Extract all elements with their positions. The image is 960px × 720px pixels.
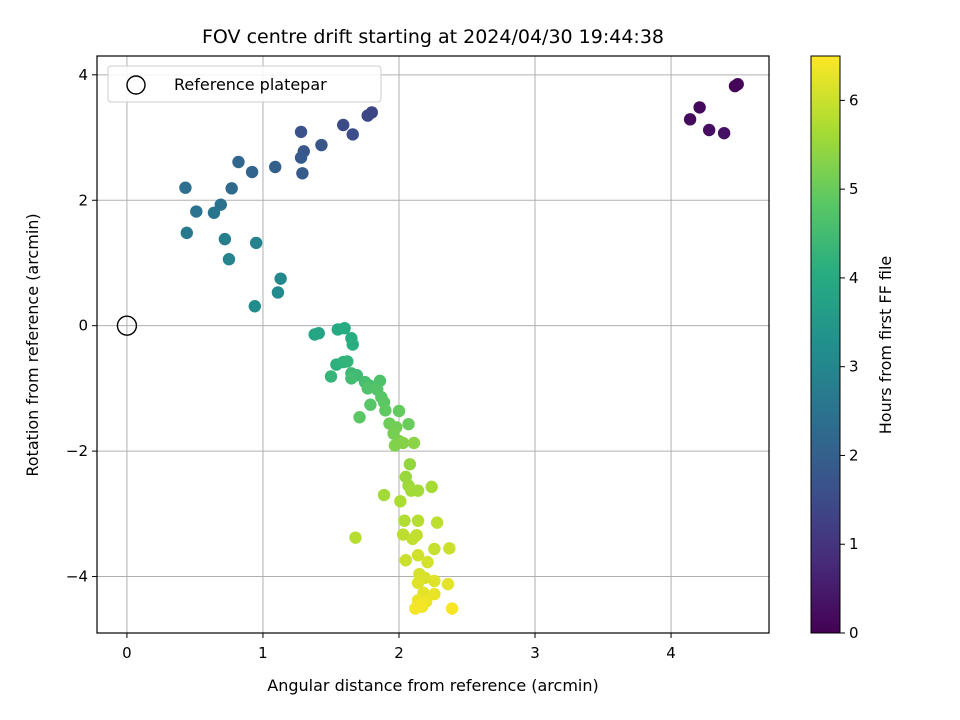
- colorbar-tick-label: 0: [849, 624, 859, 642]
- data-point: [445, 602, 459, 615]
- data-point: [428, 587, 441, 601]
- data-point: [443, 542, 456, 555]
- data-point: [411, 549, 425, 562]
- data-point: [403, 458, 417, 471]
- x-tick-label: 3: [530, 644, 540, 662]
- data-point: [441, 577, 455, 591]
- colorbar-label: Hours from first FF file: [876, 256, 895, 435]
- data-point: [411, 484, 425, 497]
- data-point: [428, 542, 441, 556]
- data-point: [428, 574, 441, 588]
- data-point: [394, 495, 407, 508]
- data-point: [249, 236, 263, 250]
- data-point: [269, 160, 282, 174]
- data-point: [338, 321, 351, 335]
- legend: Reference platepar: [107, 65, 382, 103]
- data-point: [207, 206, 221, 219]
- data-point: [364, 398, 377, 411]
- data-point: [248, 300, 261, 313]
- data-point: [717, 126, 731, 140]
- y-tick-label: 0: [78, 317, 88, 335]
- colorbar: [810, 55, 841, 634]
- colorbar-tick-label: 3: [849, 358, 859, 376]
- data-point: [346, 128, 359, 141]
- data-point: [377, 488, 391, 502]
- data-point: [414, 598, 427, 611]
- data-point: [425, 480, 438, 494]
- data-point: [349, 531, 362, 544]
- x-tick-label: 1: [258, 644, 268, 662]
- x-tick-label: 2: [394, 644, 404, 662]
- y-axis-label: Rotation from reference (arcmin): [23, 213, 42, 476]
- data-point: [702, 123, 716, 137]
- data-point: [430, 516, 444, 529]
- colorbar-ticks: 0 1 2 3 4 5 6: [840, 91, 859, 642]
- data-point: [245, 165, 259, 179]
- data-point: [294, 125, 308, 139]
- x-axis-label: Angular distance from reference (arcmin): [267, 676, 598, 695]
- data-point: [402, 417, 415, 431]
- data-point: [190, 205, 203, 218]
- data-point: [308, 328, 321, 341]
- chart-title: FOV centre drift starting at 2024/04/30 …: [202, 26, 664, 48]
- y-tick-label: 4: [78, 66, 88, 84]
- colorbar-tick-label: 1: [849, 535, 859, 553]
- x-tick-label: 0: [122, 644, 132, 662]
- data-point: [274, 272, 287, 285]
- data-point: [294, 151, 308, 164]
- data-point: [379, 404, 392, 417]
- data-point: [315, 138, 328, 152]
- data-point: [346, 338, 359, 351]
- data-point: [411, 514, 425, 527]
- legend-box: [107, 65, 382, 103]
- data-point: [271, 286, 285, 299]
- data-point: [396, 436, 410, 450]
- y-tick-label: −2: [66, 442, 88, 460]
- x-tick-label: 4: [666, 644, 676, 662]
- data-point: [683, 113, 697, 126]
- legend-label-reference: Reference platepar: [174, 75, 327, 94]
- legend-marker-reference: [126, 75, 146, 95]
- data-point: [345, 372, 358, 385]
- colorbar-tick-label: 2: [849, 446, 859, 464]
- data-point: [411, 576, 425, 590]
- data-point: [296, 167, 309, 180]
- data-point: [218, 232, 232, 246]
- data-point: [222, 253, 236, 266]
- data-point: [398, 514, 411, 527]
- y-tick-label: 2: [78, 191, 88, 209]
- data-point: [324, 370, 338, 383]
- data-point: [731, 78, 744, 91]
- data-point: [353, 411, 366, 424]
- data-point: [693, 101, 706, 114]
- data-point: [214, 198, 227, 211]
- data-point: [337, 118, 350, 132]
- data-point: [361, 382, 374, 395]
- reference-marker-layer: [116, 315, 138, 336]
- x-axis-ticks: 0 1 2 3 4: [122, 633, 676, 662]
- data-point: [406, 532, 419, 546]
- data-point: [361, 109, 374, 122]
- data-point: [232, 155, 245, 169]
- data-point: [392, 404, 406, 418]
- data-point: [421, 555, 434, 569]
- y-axis-ticks: −4 −2 0 2 4: [66, 66, 97, 586]
- plot-frame: [96, 55, 770, 634]
- data-point: [396, 528, 410, 541]
- data-point: [399, 554, 412, 567]
- data-point: [341, 355, 354, 368]
- colorbar-tick-label: 5: [849, 180, 859, 198]
- scatter-points: [179, 78, 744, 615]
- reference-platepar-marker: [116, 315, 138, 336]
- y-tick-label: −4: [66, 568, 88, 586]
- colorbar-tick-label: 4: [849, 269, 859, 287]
- data-point: [407, 436, 421, 450]
- colorbar-tick-label: 6: [849, 91, 859, 109]
- data-point: [180, 226, 193, 240]
- data-point: [179, 181, 192, 194]
- data-point: [225, 182, 238, 195]
